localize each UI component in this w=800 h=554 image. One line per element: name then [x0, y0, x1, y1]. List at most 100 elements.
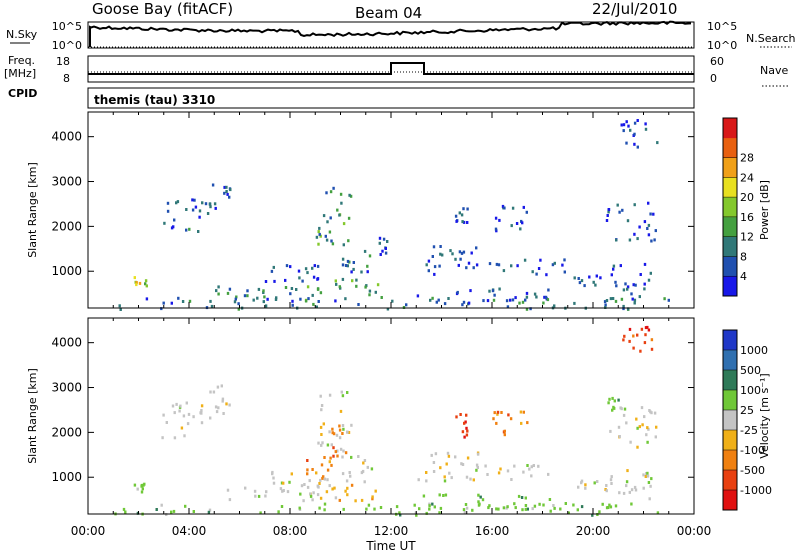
heatmap-cell [542, 301, 545, 305]
heatmap-cell [379, 253, 382, 256]
heatmap-cell [500, 411, 503, 414]
heatmap-cell [608, 397, 611, 401]
heatmap-cell [484, 464, 487, 468]
heatmap-cell [506, 505, 509, 509]
heatmap-cell [611, 396, 614, 400]
heatmap-cell [462, 220, 466, 224]
heatmap-cell [320, 463, 324, 467]
heatmap-cell [331, 427, 334, 431]
heatmap-cell [136, 511, 140, 515]
heatmap-cell [264, 494, 267, 498]
heatmap-cell [228, 403, 231, 407]
heatmap-cell [438, 264, 441, 268]
heatmap-cell [543, 295, 546, 299]
heatmap-cell [493, 293, 496, 297]
freq-tick-bottom: 8 [63, 72, 70, 85]
heatmap-cell [608, 503, 611, 507]
heatmap-cell [228, 195, 231, 199]
heatmap-cell [492, 298, 496, 302]
heatmap-cell [262, 300, 265, 304]
heatmap-cell [647, 278, 651, 282]
heatmap-cell [320, 433, 323, 436]
heatmap-cell [284, 286, 288, 289]
heatmap-cell [447, 297, 450, 300]
heatmap-cell [193, 198, 196, 202]
heatmap-cell [376, 283, 380, 287]
heatmap-cell [486, 473, 489, 476]
heatmap-cell [469, 289, 472, 293]
heatmap-cell [166, 201, 170, 205]
heatmap-cell [495, 507, 498, 511]
heatmap-cell [471, 508, 474, 512]
heatmap-cell [344, 451, 348, 455]
heatmap-cell [601, 502, 604, 506]
heatmap-cell [542, 503, 545, 507]
heatmap-cell [325, 191, 328, 195]
heatmap-cell [626, 285, 630, 289]
heatmap-cell [548, 498, 552, 501]
heatmap-cell [493, 411, 496, 415]
nsky-tick-bottom: 10^0 [52, 39, 82, 52]
heatmap-cell [425, 479, 428, 483]
heatmap-cell [524, 496, 527, 500]
heatmap-cell [145, 297, 149, 301]
heatmap-cell [616, 203, 619, 207]
heatmap-cell [435, 300, 438, 304]
heatmap-cell [626, 469, 629, 473]
heatmap-cell [467, 261, 471, 265]
heatmap-cell [613, 406, 616, 410]
heatmap-cell [524, 504, 528, 507]
date-title: 22/Jul/2010 [592, 0, 677, 18]
heatmap-cell [200, 421, 204, 425]
heatmap-cell [336, 449, 339, 453]
heatmap-cell [302, 499, 305, 503]
power-marks [118, 119, 670, 311]
heatmap-cell [639, 349, 642, 353]
heatmap-cell [312, 491, 315, 495]
heatmap-cell [607, 506, 610, 509]
heatmap-cell [522, 410, 525, 414]
heatmap-cell [330, 239, 333, 243]
heatmap-cell [135, 283, 138, 287]
heatmap-cell [346, 486, 349, 490]
heatmap-cell [563, 270, 566, 274]
power-ylabel: Slant Range [km] [26, 162, 39, 258]
nsky-tick-top: 10^5 [52, 20, 82, 33]
heatmap-cell [288, 480, 291, 484]
heatmap-cell [631, 297, 634, 301]
heatmap-cell [349, 194, 353, 198]
heatmap-cell [644, 333, 647, 337]
heatmap-cell [161, 436, 164, 440]
heatmap-cell [457, 263, 460, 267]
heatmap-cell [552, 504, 555, 507]
heatmap-cell [386, 307, 390, 311]
heatmap-cell [530, 474, 533, 478]
heatmap-cell [263, 295, 266, 299]
heatmap-cell [572, 503, 575, 507]
heatmap-cell [622, 129, 625, 133]
heatmap-cell [324, 234, 327, 238]
heatmap-cell [144, 282, 147, 286]
heatmap-cell [524, 298, 527, 302]
x-tick-label: 00:00 [71, 524, 106, 538]
heatmap-cell [612, 267, 615, 271]
heatmap-cell [520, 496, 524, 499]
heatmap-cell [646, 440, 649, 444]
heatmap-cell [649, 212, 652, 216]
heatmap-cell [252, 298, 255, 302]
heatmap-cell [505, 299, 509, 303]
heatmap-cell [338, 498, 341, 502]
cpid-text: themis (tau) 3310 [94, 93, 215, 107]
heatmap-cell [588, 275, 591, 279]
heatmap-cell [391, 299, 394, 303]
heatmap-cell [176, 200, 180, 204]
heatmap-cell [502, 269, 506, 273]
heatmap-cell [573, 276, 576, 280]
heatmap-cell [620, 297, 624, 301]
heatmap-cell [323, 456, 326, 459]
heatmap-cell [463, 435, 466, 439]
heatmap-cell [346, 430, 349, 434]
heatmap-cell [135, 281, 138, 285]
heatmap-cell [225, 402, 228, 406]
cpid-label: CPID [8, 87, 37, 100]
